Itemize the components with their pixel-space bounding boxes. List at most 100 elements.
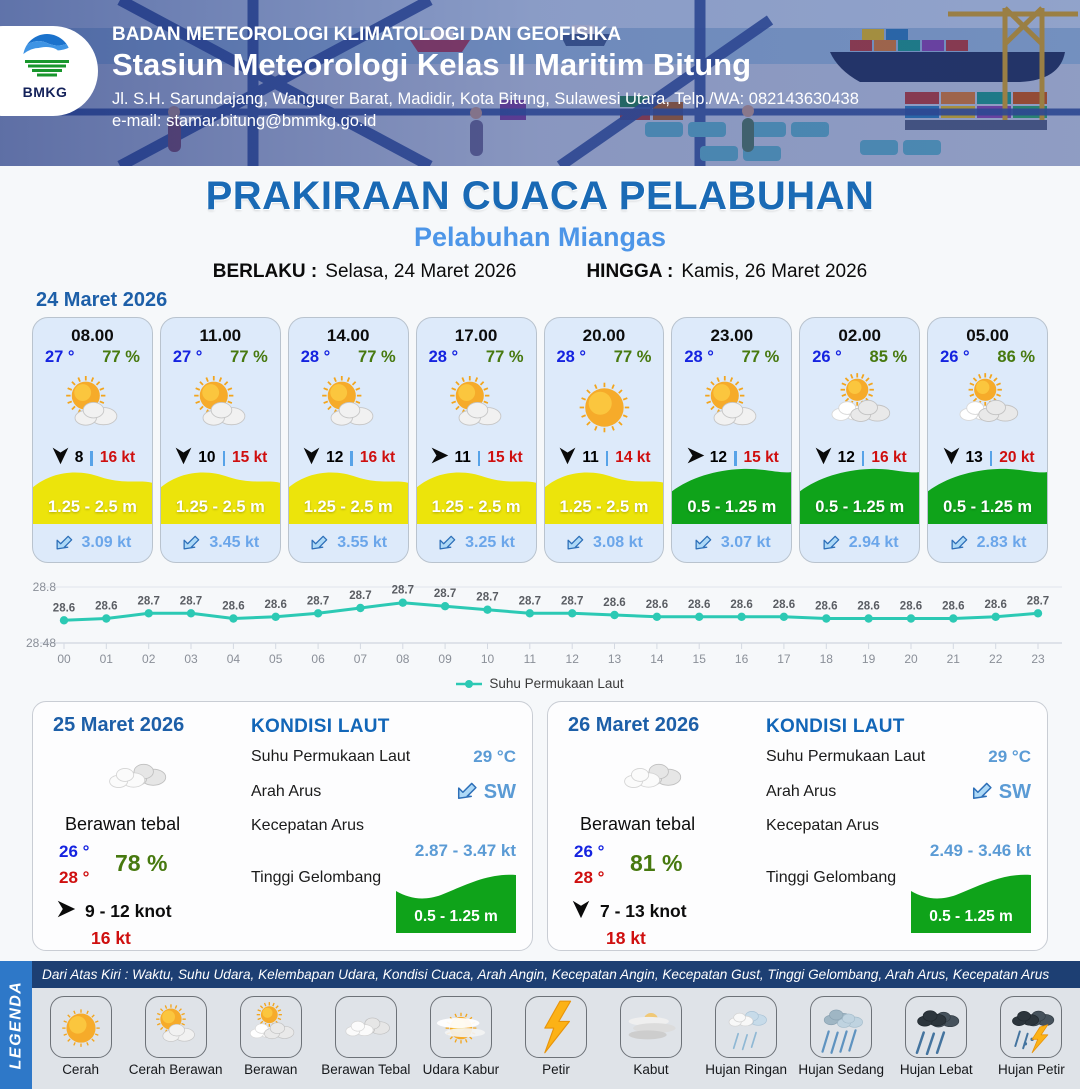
air-temperature: 28 ° xyxy=(300,348,331,366)
page-title: PRAKIRAAN CUACA PELABUHAN xyxy=(205,174,875,218)
daily-weather-icon xyxy=(88,740,183,812)
legend-hujan-lebat-icon xyxy=(905,996,968,1058)
title-section: PRAKIRAAN CUACA PELABUHAN Pelabuhan Mian… xyxy=(0,166,1080,283)
legend-item: Berawan Tebal xyxy=(319,996,412,1077)
wave-height-band: 1.25 - 2.5 m xyxy=(416,466,536,524)
svg-text:18: 18 xyxy=(820,652,834,666)
sst-value: 29 °C xyxy=(988,747,1031,766)
sst-label: Suhu Permukaan Laut xyxy=(251,748,411,765)
humidity: 77 % xyxy=(613,348,652,366)
current-speed-label: Kecepatan Arus xyxy=(251,817,364,834)
daily-date: 26 Maret 2026 xyxy=(568,714,700,736)
hour-label: 02.00 xyxy=(838,326,881,345)
legend-sidebar: LEGENDA xyxy=(0,961,32,1089)
current-direction-icon xyxy=(693,530,715,557)
port-name: Pelabuhan Miangas xyxy=(413,222,667,252)
legend-item-label: Berawan Tebal xyxy=(321,1062,411,1077)
legend-item: Hujan Petir xyxy=(985,996,1078,1077)
legend-hujan-sedang-icon xyxy=(810,996,873,1058)
current-direction-icon xyxy=(437,530,459,557)
wind-row: 8 16 kt xyxy=(33,445,152,471)
legend-item-label: Cerah Berawan xyxy=(128,1062,223,1077)
air-temperature: 26 ° xyxy=(812,348,842,366)
valid-to-value: Kamis, 26 Maret 2026 xyxy=(681,261,868,282)
hourly-card: 14.00 28 ° 77 % 12 16 kt 1.25 - 2.5 m 3.… xyxy=(287,317,409,563)
legend-berawan-tebal-icon xyxy=(334,996,397,1058)
air-temperature: 28 ° xyxy=(428,348,459,366)
daily-weather-icon xyxy=(603,740,698,812)
svg-text:28.6: 28.6 xyxy=(857,601,879,613)
wave-height: 0.5 - 1.25 m xyxy=(815,498,905,516)
legend-item-label: Petir xyxy=(542,1062,570,1077)
current-row: 3.09 kt xyxy=(33,524,152,562)
agency-name: BADAN METEOROLOGI KLIMATOLOGI DAN GEOFIS… xyxy=(112,24,622,45)
wind-direction-icon xyxy=(429,445,450,471)
wind-direction-icon xyxy=(50,445,71,471)
daily-temp-min: 26 ° xyxy=(59,842,90,861)
legend-item: Hujan Lebat xyxy=(890,996,983,1077)
sea-conditions-panel: KONDISI LAUT Suhu Permukaan Laut 29 °C Ar… xyxy=(251,716,516,940)
hourly-cards-row: 08.00 27 ° 77 % 8 16 kt 1.25 - 2.5 m 3.0… xyxy=(32,317,1048,563)
sea-conditions-heading: KONDISI LAUT xyxy=(251,716,390,737)
valid-to: HINGGA : Kamis, 26 Maret 2026 xyxy=(586,261,867,283)
svg-text:17: 17 xyxy=(777,652,791,666)
legend-cerah-icon xyxy=(49,996,112,1058)
current-row: 2.83 kt xyxy=(928,524,1047,562)
current-direction-icon xyxy=(54,530,76,557)
gust-speed: 16 kt xyxy=(871,449,907,466)
svg-text:15: 15 xyxy=(693,652,707,666)
svg-text:01: 01 xyxy=(100,652,114,666)
wind-row: 12 15 kt xyxy=(672,445,791,471)
weather-condition-icon xyxy=(309,369,388,443)
current-direction-icon xyxy=(821,530,843,557)
legend-berawan-icon xyxy=(239,996,302,1058)
legend-note: Dari Atas Kiri : Waktu, Suhu Udara, Kele… xyxy=(32,961,1080,988)
legend-item-label: Hujan Lebat xyxy=(899,1062,973,1077)
weather-condition-icon xyxy=(53,369,132,443)
wind-speed: 8 xyxy=(74,449,84,466)
legend-title: LEGENDA xyxy=(7,980,25,1070)
divider xyxy=(222,450,226,466)
svg-text:09: 09 xyxy=(438,652,452,666)
humidity: 77 % xyxy=(102,348,140,366)
air-temperature: 27 ° xyxy=(172,348,203,366)
sst-chart-canvas: 28.8 28.48 28.6 00 28.6 01 28.7 02 28.7 03 28.6 04 2… xyxy=(26,580,1062,666)
wind-direction-icon xyxy=(301,445,322,471)
wind-speed: 13 xyxy=(965,449,983,466)
gust-speed: 16 kt xyxy=(99,449,136,466)
current-direction-label: Arah Arus xyxy=(766,783,837,800)
hour-label: 08.00 xyxy=(71,326,114,345)
legend-cerah-berawan-icon xyxy=(144,996,207,1058)
valid-from: BERLAKU : Selasa, 24 Maret 2026 xyxy=(213,261,517,283)
gust-speed: 15 kt xyxy=(743,449,779,466)
humidity: 85 % xyxy=(869,348,908,366)
svg-text:28.6: 28.6 xyxy=(646,599,668,611)
current-speed: 2.83 kt xyxy=(976,534,1027,551)
wind-speed: 11 xyxy=(454,449,471,466)
svg-text:28.6: 28.6 xyxy=(773,599,795,611)
svg-text:28.7: 28.7 xyxy=(180,595,202,607)
station-email: e-mail: stamar.bitung@bmmkg.go.id xyxy=(112,112,377,130)
current-speed: 2.94 kt xyxy=(848,534,899,551)
header-banner: BMKG BADAN METEOROLOGI KLIMATOLOGI DAN G… xyxy=(0,0,1080,166)
divider xyxy=(605,450,609,466)
gust-speed: 16 kt xyxy=(359,449,396,466)
legend-item-label: Hujan Sedang xyxy=(798,1062,884,1077)
wave-height-badge: 0.5 - 1.25 m xyxy=(396,869,516,933)
current-row: 3.55 kt xyxy=(289,524,408,562)
legend-item: Berawan xyxy=(224,996,317,1077)
svg-text:28.6: 28.6 xyxy=(730,599,752,611)
hourly-card: 11.00 27 ° 77 % 10 15 kt 1.25 - 2.5 m 3.… xyxy=(159,317,281,563)
svg-text:10: 10 xyxy=(481,652,495,666)
daily-date: 25 Maret 2026 xyxy=(53,714,185,736)
svg-text:28.7: 28.7 xyxy=(307,595,329,607)
wave-height-band: 0.5 - 1.25 m xyxy=(672,466,792,524)
svg-text:28.7: 28.7 xyxy=(519,595,541,607)
daily-humidity: 78 % xyxy=(115,850,168,876)
hour-label: 20.00 xyxy=(582,326,626,345)
current-speed-value: 2.49 - 3.46 kt xyxy=(929,841,1031,860)
current-direction-icon xyxy=(970,776,996,808)
legend-item: Udara Kabur xyxy=(414,996,507,1077)
legend-section: LEGENDA Dari Atas Kiri : Waktu, Suhu Uda… xyxy=(0,961,1080,1089)
humidity: 77 % xyxy=(358,348,396,366)
